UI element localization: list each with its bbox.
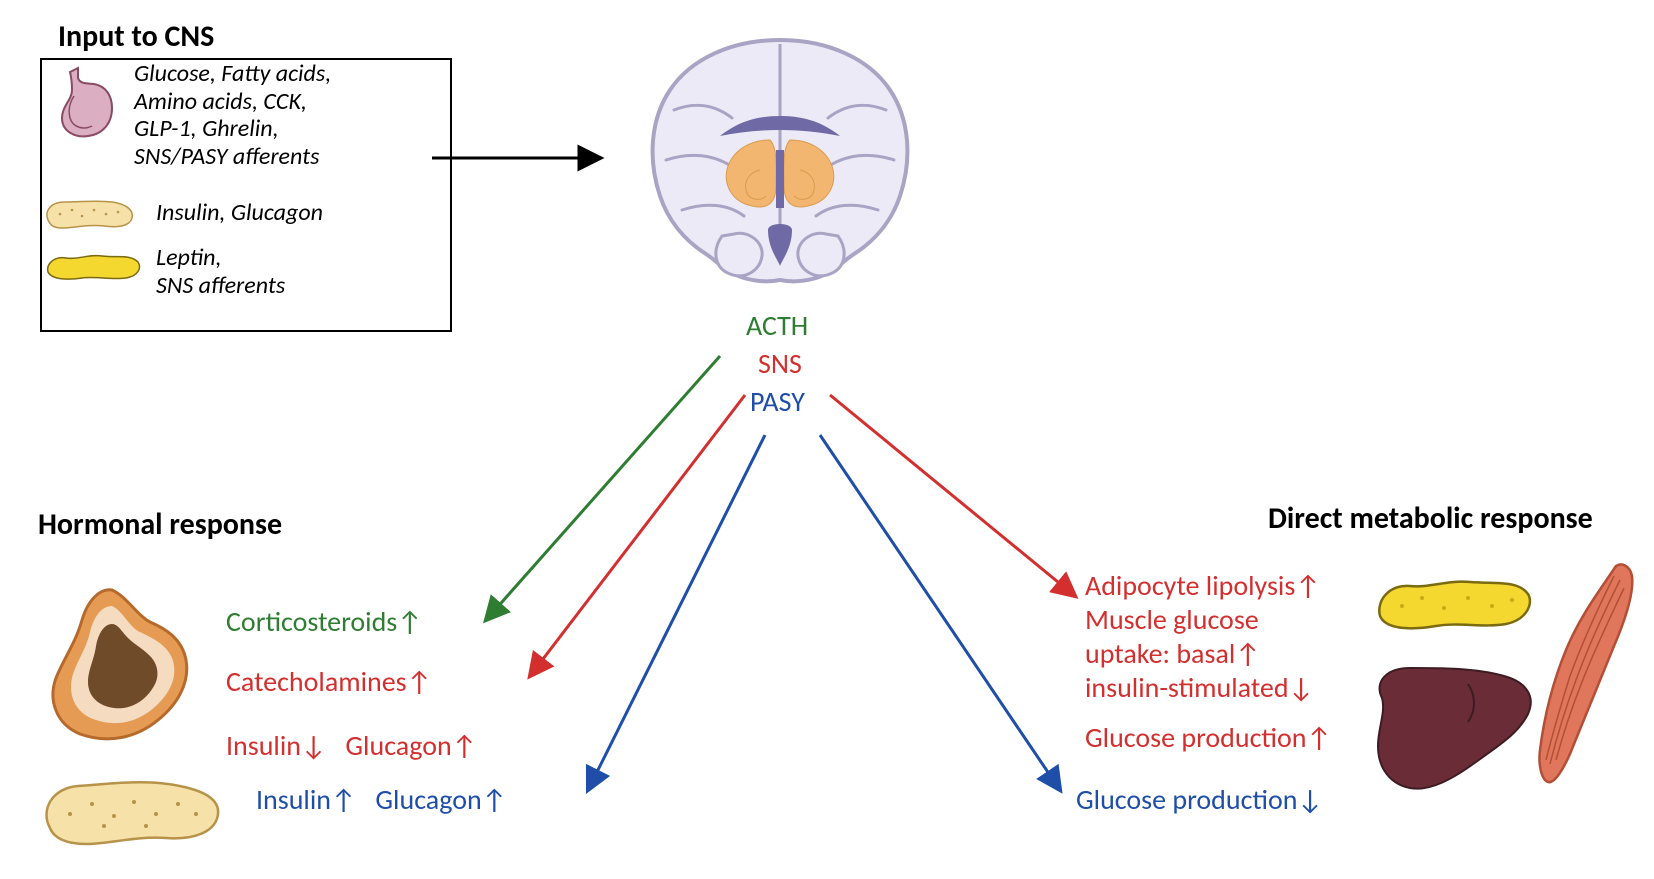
liver-icon	[1368, 660, 1538, 800]
catecholamines-line: Catecholamines↑	[226, 664, 432, 699]
adrenal-icon	[40, 580, 200, 750]
lipolysis-line: Adipocyte lipolysis↑	[1085, 568, 1321, 603]
pasy-islet-line: Insulin↑ Glucagon↑	[256, 782, 507, 817]
pancreas-bottom-icon	[38, 770, 228, 860]
muscle-glucose-line: Muscle glucose	[1085, 602, 1259, 637]
adipose-right-icon	[1374, 576, 1534, 640]
muscle-icon	[1520, 560, 1640, 790]
sns-islet-line: Insulin↓ Glucagon↑	[226, 728, 477, 763]
arrow-pasy-to-hormonal	[588, 435, 765, 790]
arrow-sns-to-metabolic	[830, 395, 1075, 596]
glc-prod-up-line: Glucose production↑	[1085, 720, 1332, 755]
uptake-basal-line: uptake: basal↑	[1085, 636, 1261, 671]
arrow-pasy-to-metabolic	[820, 435, 1060, 790]
glc-prod-dn-line: Glucose production↓	[1076, 782, 1323, 817]
insulin-stim-line: insulin-stimulated↓	[1085, 670, 1314, 705]
corticosteroids-line: Corticosteroids↑	[226, 604, 423, 639]
